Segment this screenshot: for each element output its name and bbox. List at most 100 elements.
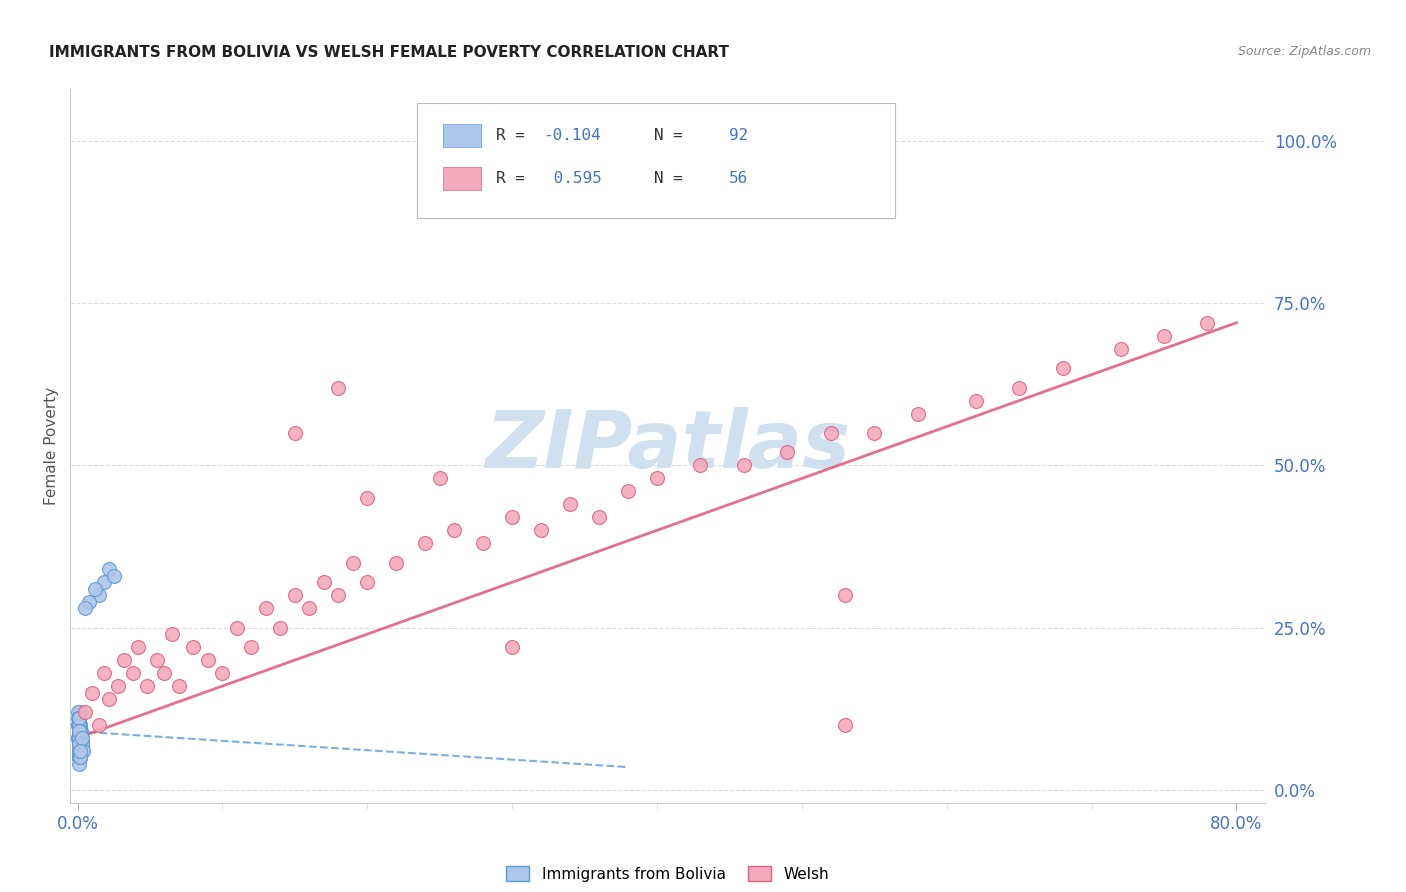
FancyBboxPatch shape: [443, 167, 481, 190]
Text: N =: N =: [624, 128, 692, 143]
Point: [67, 738, 90, 752]
Point: [1008, 381, 1031, 395]
Point: [70, 738, 93, 752]
Point: [69, 750, 91, 764]
Point: [69, 724, 91, 739]
Point: [501, 510, 523, 524]
Point: [67, 750, 90, 764]
Point: [69, 750, 91, 764]
Point: [67, 738, 90, 752]
Point: [67, 738, 90, 752]
Point: [67, 750, 90, 764]
Point: [67, 731, 90, 745]
Point: [84, 582, 107, 596]
Point: [69, 718, 91, 732]
Point: [356, 491, 378, 505]
Point: [70, 744, 93, 758]
Point: [103, 568, 125, 582]
Point: [269, 621, 291, 635]
Point: [72, 744, 94, 758]
Point: [67, 731, 90, 745]
Point: [67, 711, 90, 725]
Point: [328, 381, 350, 395]
Point: [67, 738, 90, 752]
Point: [530, 524, 553, 538]
Point: [67, 718, 90, 732]
Point: [733, 458, 755, 473]
Point: [67, 744, 90, 758]
Text: Source: ZipAtlas.com: Source: ZipAtlas.com: [1237, 45, 1371, 58]
Point: [69, 750, 91, 764]
Point: [67, 750, 90, 764]
Point: [67, 744, 90, 758]
Point: [67, 731, 90, 745]
Point: [67, 738, 90, 752]
Point: [69, 731, 91, 745]
Point: [70, 724, 93, 739]
Point: [121, 666, 143, 681]
Point: [67, 724, 90, 739]
Point: [69, 744, 91, 758]
Point: [69, 744, 91, 758]
Point: [689, 458, 711, 473]
Point: [160, 627, 183, 641]
Text: 92: 92: [728, 128, 748, 143]
Point: [167, 679, 190, 693]
Point: [80, 685, 103, 699]
Point: [67, 731, 90, 745]
Point: [69, 750, 91, 764]
Point: [69, 750, 91, 764]
Point: [863, 425, 886, 440]
Point: [69, 724, 91, 739]
Point: [70, 738, 93, 752]
Text: R =: R =: [496, 171, 534, 186]
Point: [645, 471, 668, 485]
Point: [67, 731, 90, 745]
Point: [67, 718, 90, 732]
Point: [69, 750, 91, 764]
Point: [69, 724, 91, 739]
Point: [1197, 316, 1219, 330]
Point: [89, 718, 111, 732]
Point: [67, 731, 90, 745]
Point: [69, 744, 91, 758]
Point: [67, 724, 90, 739]
FancyBboxPatch shape: [418, 103, 896, 218]
Point: [98, 692, 121, 706]
Point: [558, 497, 581, 511]
Point: [413, 536, 436, 550]
Point: [1109, 342, 1132, 356]
Point: [820, 425, 842, 440]
Point: [588, 510, 610, 524]
Point: [70, 738, 93, 752]
Point: [67, 750, 90, 764]
Point: [67, 711, 90, 725]
FancyBboxPatch shape: [443, 124, 481, 147]
Point: [69, 705, 91, 719]
Point: [153, 666, 176, 681]
Point: [385, 556, 408, 570]
Point: [67, 718, 90, 732]
Point: [67, 705, 90, 719]
Legend: Immigrants from Bolivia, Welsh: Immigrants from Bolivia, Welsh: [501, 860, 835, 888]
Point: [70, 744, 93, 758]
Point: [107, 679, 129, 693]
Point: [69, 744, 91, 758]
Point: [67, 738, 90, 752]
Point: [98, 562, 121, 576]
Point: [69, 744, 91, 758]
Point: [225, 621, 247, 635]
Point: [67, 731, 90, 745]
Point: [93, 575, 115, 590]
Point: [67, 724, 90, 739]
Text: ZIPatlas: ZIPatlas: [485, 407, 851, 485]
Point: [67, 744, 90, 758]
Point: [834, 718, 856, 732]
Point: [69, 724, 91, 739]
Point: [112, 653, 135, 667]
Point: [93, 666, 115, 681]
Point: [67, 718, 90, 732]
Y-axis label: Female Poverty: Female Poverty: [44, 387, 59, 505]
Point: [67, 718, 90, 732]
Point: [69, 744, 91, 758]
